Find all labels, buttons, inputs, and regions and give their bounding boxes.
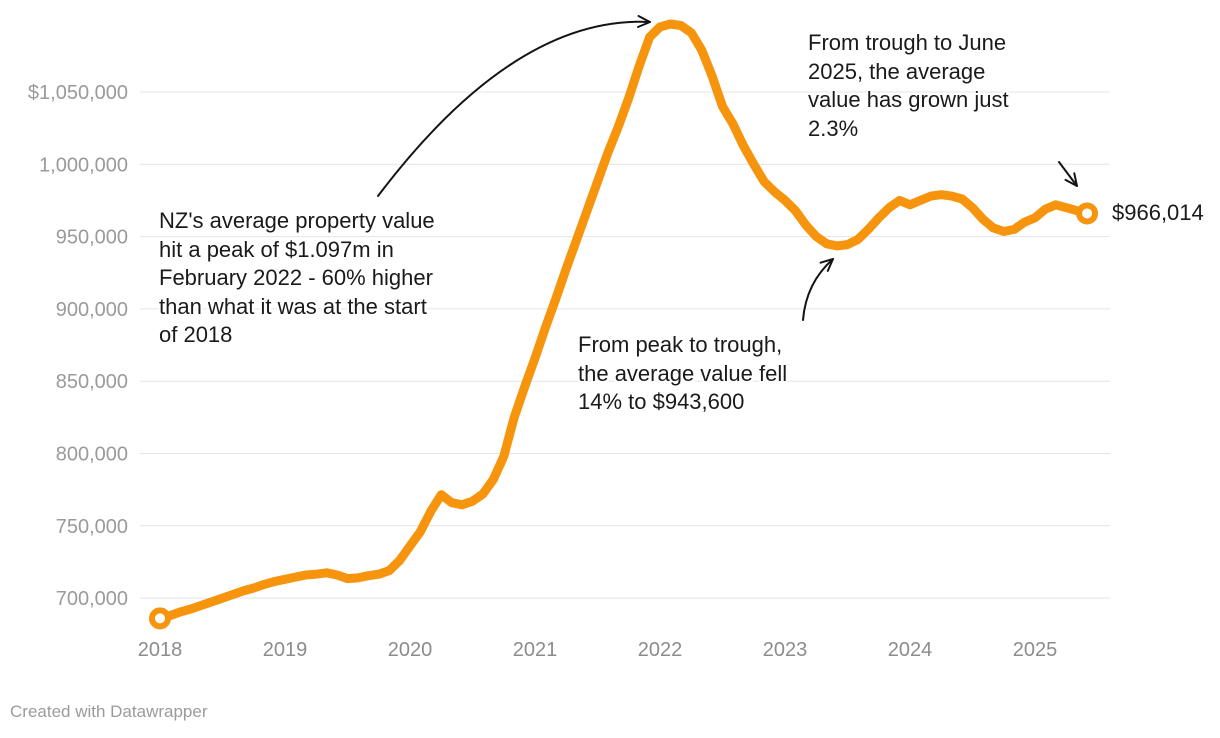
arrow-to-trough [802,258,834,321]
x-axis-label: 2025 [1013,639,1058,661]
annotation-trough: From peak to trough, the average value f… [578,332,788,414]
start-point-marker [149,607,171,630]
annotation-growth: From trough to June 2025, the average va… [808,30,1009,141]
y-axis-label: 900,000 [56,299,128,321]
arrow-to-peak [377,20,651,197]
y-axis-label: 750,000 [56,516,128,538]
datawrapper-credit-link[interactable]: Created with Datawrapper [10,702,208,721]
y-axis-label: 850,000 [56,371,128,393]
arrow-to-latest-head [1064,172,1078,187]
y-axis-label: 1,000,000 [39,154,128,176]
value-line [155,19,1092,623]
arrow-to-trough-head [819,258,834,272]
arrow-to-peak-head [637,15,651,28]
x-axis-label: 2019 [263,639,308,661]
x-axis-label: 2022 [638,639,683,661]
annotation-peak: NZ's average property value hit a peak o… [159,208,435,347]
y-axis-label: 700,000 [56,588,128,610]
x-axis-label: 2024 [888,639,933,661]
y-axis-label: 950,000 [56,227,128,249]
y-axis-label: $1,050,000 [28,82,128,104]
end-point-marker [1076,202,1099,225]
arrow-to-latest [1058,161,1078,187]
x-axis-label: 2023 [763,639,808,661]
x-axis-label: 2018 [138,639,183,661]
x-axis-label: 2020 [388,639,433,661]
y-axis-label: 800,000 [56,444,128,466]
x-axis-label: 2021 [513,639,558,661]
latest-value-label: $966,014 [1112,200,1204,225]
